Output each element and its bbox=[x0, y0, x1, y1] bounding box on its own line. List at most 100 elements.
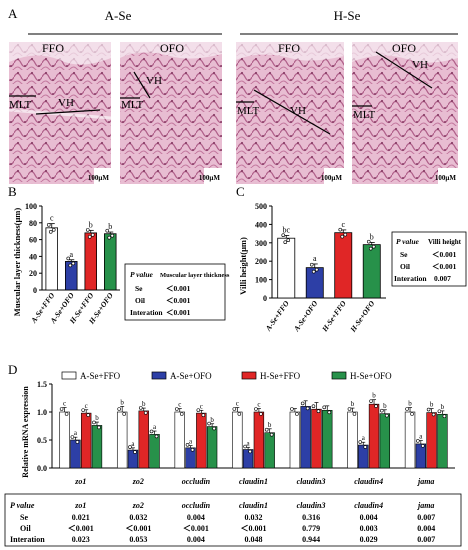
stats-cell: 0.779 bbox=[302, 524, 320, 533]
data-point bbox=[322, 405, 327, 410]
data-point bbox=[87, 235, 92, 239]
x-tick-label: H-Se+FFO bbox=[320, 299, 349, 335]
x-tick-label: jama bbox=[416, 477, 434, 486]
vh-label: VH bbox=[412, 59, 428, 71]
stats-cell: 0.021 bbox=[72, 513, 90, 522]
micrograph-h-se-ffo: FFO MLT VH 100μM bbox=[236, 41, 344, 184]
data-point bbox=[311, 404, 316, 409]
data-point bbox=[269, 432, 274, 437]
bar bbox=[404, 411, 416, 469]
data-point bbox=[369, 399, 373, 403]
legend-label: H-Se+OFO bbox=[350, 371, 392, 381]
stats-cell: ＜0.001 bbox=[68, 524, 94, 533]
vh-line bbox=[253, 89, 331, 135]
stats-column-header: claudin1 bbox=[239, 501, 268, 510]
data-point bbox=[374, 404, 378, 408]
y-tick-label: 500 bbox=[255, 202, 267, 211]
bar bbox=[334, 232, 353, 299]
stats-cell: 0.004 bbox=[417, 524, 435, 533]
legend-label: A-Se+OFO bbox=[170, 371, 212, 381]
stats-column-header: zo2 bbox=[132, 501, 144, 510]
data-point bbox=[190, 448, 195, 452]
data-point bbox=[431, 412, 436, 417]
significance-letter: c bbox=[200, 402, 203, 410]
data-point bbox=[85, 228, 90, 232]
significance-letter: b bbox=[268, 421, 272, 429]
bar bbox=[196, 412, 207, 469]
data-point bbox=[138, 406, 143, 410]
vh-label: VH bbox=[58, 97, 74, 109]
data-point bbox=[426, 407, 431, 412]
panel-d-stats-table: P value Se Oil Interation zo1 zo2 occludin… bbox=[4, 493, 462, 547]
panel-c: C Villi height(μm) P value Villi height … bbox=[236, 184, 467, 335]
significance-letter: b bbox=[441, 403, 445, 411]
data-point bbox=[71, 261, 76, 266]
panel-c-stats-table: P value Villi height Se ＜0.001 Oil ＜0.00… bbox=[391, 231, 467, 287]
section-label: OFO bbox=[160, 41, 184, 55]
data-point bbox=[305, 406, 310, 411]
stats-header-pvalue: P value bbox=[10, 501, 35, 510]
stats-row-value: ＜0.001 bbox=[166, 308, 191, 317]
y-tick-label: 200 bbox=[255, 257, 267, 266]
data-point bbox=[248, 449, 252, 454]
y-tick-label: 0.0 bbox=[37, 464, 47, 473]
data-point bbox=[179, 412, 184, 416]
panel-b-letter: B bbox=[8, 184, 17, 199]
vh-line bbox=[375, 51, 433, 89]
data-point bbox=[154, 434, 159, 439]
significance-letter: c bbox=[85, 402, 88, 410]
stats-row-value: ＜0.001 bbox=[432, 262, 457, 271]
significance-letter: a bbox=[74, 429, 78, 437]
data-point bbox=[358, 440, 363, 444]
legend-label: H-Se+FFO bbox=[260, 371, 301, 381]
stats-cell: ＜0.001 bbox=[125, 524, 151, 533]
bar bbox=[149, 434, 160, 469]
stats-cell: 0.004 bbox=[187, 513, 205, 522]
y-tick-label: 100 bbox=[255, 276, 267, 285]
stats-cell: 0.003 bbox=[360, 524, 378, 533]
stats-row-label: Interation bbox=[394, 274, 427, 283]
y-tick-label: 0.5 bbox=[37, 436, 47, 445]
bar bbox=[379, 413, 391, 469]
significance-letter: a bbox=[247, 439, 251, 447]
bar bbox=[138, 410, 149, 469]
legend-swatch bbox=[241, 371, 257, 380]
data-point bbox=[311, 269, 316, 274]
stats-row-label: Interation bbox=[10, 535, 45, 544]
stats-row-value: ＜0.001 bbox=[166, 284, 191, 293]
scale-label: 100μM bbox=[321, 174, 342, 182]
stats-row-label: Oil bbox=[20, 524, 31, 533]
significance-letter: b bbox=[210, 416, 214, 424]
data-point bbox=[385, 413, 389, 418]
data-point bbox=[237, 412, 242, 416]
data-point bbox=[347, 407, 352, 411]
y-tick-label: 40 bbox=[29, 252, 37, 261]
bar bbox=[300, 406, 311, 469]
section-label: OFO bbox=[392, 41, 416, 55]
data-point bbox=[309, 262, 314, 267]
data-point bbox=[363, 445, 368, 449]
y-tick-label: 300 bbox=[255, 239, 267, 248]
bar bbox=[206, 426, 218, 469]
panel-b: B Muscular layer thickness(μm) P value M… bbox=[8, 184, 230, 326]
bar bbox=[59, 411, 70, 469]
x-tick-label: H-Se+OFO bbox=[348, 299, 377, 335]
stats-header-pvalue: P value bbox=[396, 237, 420, 246]
x-tick-label: A-Se+FFO bbox=[263, 299, 291, 334]
stats-header-name: Muscular layer thickness bbox=[160, 272, 230, 279]
panel-d-ylabel: Relative mRNA expression bbox=[21, 386, 30, 478]
data-point bbox=[343, 232, 348, 237]
stats-row-label: Se bbox=[135, 284, 143, 293]
data-point bbox=[300, 401, 305, 406]
vh-line bbox=[35, 109, 101, 115]
significance-letter: a bbox=[189, 438, 193, 446]
legend-swatch bbox=[331, 371, 347, 380]
mlt-label: MLT bbox=[353, 109, 375, 121]
stats-column-header: occludin bbox=[182, 501, 211, 510]
stats-column-header: jama bbox=[416, 501, 434, 510]
stats-row-label: Interation bbox=[130, 308, 163, 317]
bar bbox=[174, 411, 185, 469]
data-point bbox=[316, 409, 321, 414]
bar bbox=[80, 412, 92, 469]
stats-cell: 0.007 bbox=[417, 513, 435, 522]
